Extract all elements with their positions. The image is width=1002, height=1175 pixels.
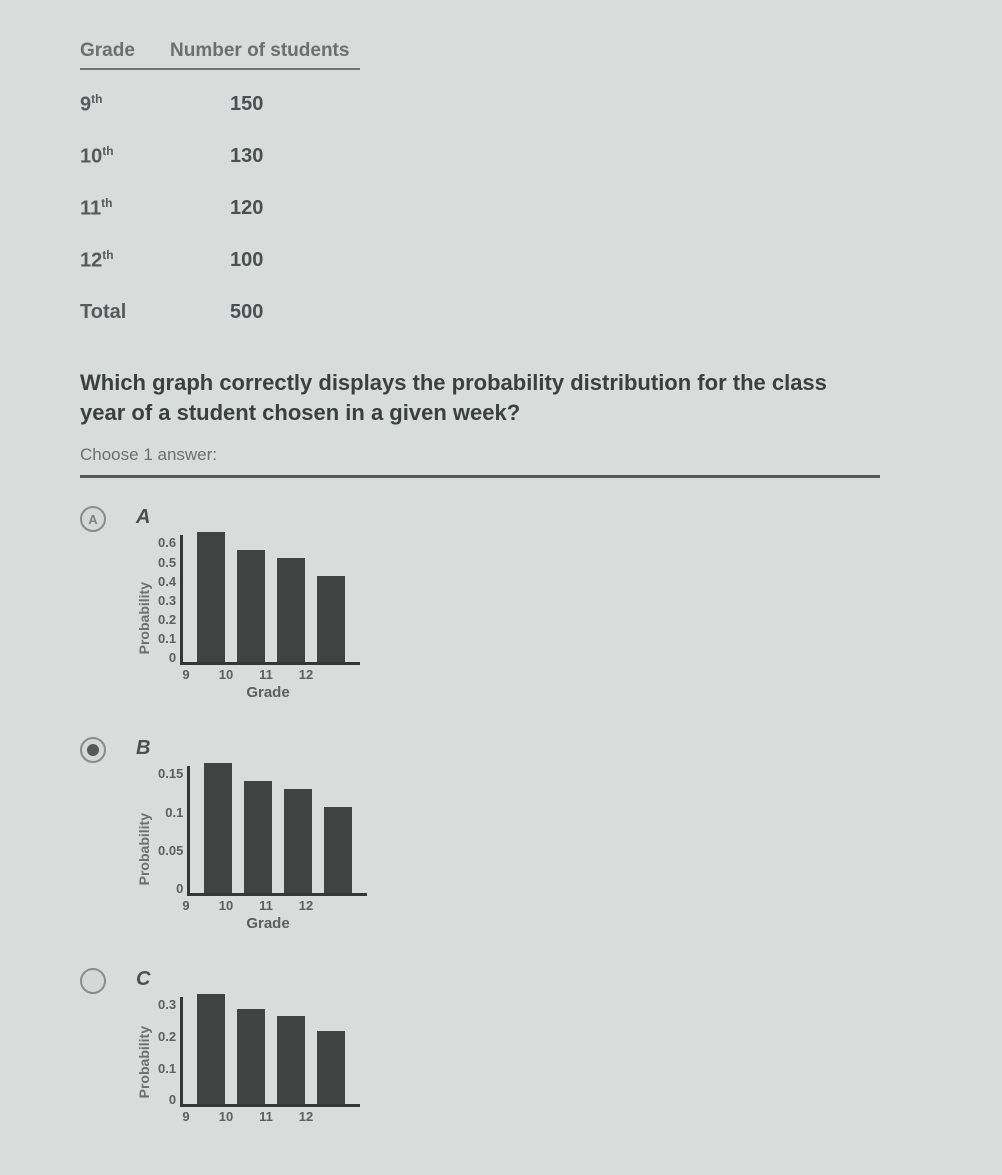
y-tick-label: 0.15 bbox=[158, 766, 183, 781]
bar bbox=[244, 781, 272, 894]
radio-a[interactable]: A bbox=[80, 506, 106, 532]
y-tick-label: 0.5 bbox=[158, 555, 176, 570]
x-tick-label: 11 bbox=[252, 667, 280, 682]
bar bbox=[204, 763, 232, 893]
x-tick-label: 12 bbox=[292, 667, 320, 682]
y-tick-label: 0 bbox=[176, 881, 183, 896]
y-ticks: 0.6 0.5 0.4 0.3 0.2 0.1 0 bbox=[158, 535, 180, 665]
y-axis-label: Probability bbox=[136, 813, 152, 885]
bar bbox=[317, 1031, 345, 1104]
answer-option-a[interactable]: A A Probability 0.6 0.5 0.4 0.3 0.2 0.1 0 9 10 1… bbox=[80, 506, 922, 701]
col-header-number: Number of students bbox=[170, 40, 349, 62]
cell-number: 130 bbox=[230, 145, 263, 168]
bar-plot bbox=[180, 535, 360, 665]
x-ticks: 9 10 11 12 bbox=[158, 667, 378, 682]
cell-grade: 12th bbox=[80, 248, 230, 273]
x-tick-label: 10 bbox=[212, 1109, 240, 1124]
bar bbox=[284, 789, 312, 893]
divider bbox=[80, 475, 880, 478]
y-tick-label: 0.1 bbox=[165, 805, 183, 820]
option-letter: C bbox=[136, 968, 378, 991]
table-header: Grade Number of students bbox=[80, 40, 360, 70]
bar bbox=[324, 807, 352, 894]
y-tick-label: 0 bbox=[169, 1092, 176, 1107]
choose-label: Choose 1 answer: bbox=[80, 445, 922, 465]
chart-a: Probability 0.60.50.40.30.20.10 9101112 … bbox=[136, 535, 378, 701]
cell-number: 150 bbox=[230, 93, 263, 116]
x-axis-label: Grade bbox=[158, 684, 378, 701]
x-tick-label: 12 bbox=[292, 898, 320, 913]
y-ticks: 0.15 0.1 0.05 0 bbox=[158, 766, 187, 896]
x-tick-label: 10 bbox=[212, 667, 240, 682]
y-tick-label: 0.2 bbox=[158, 1029, 176, 1044]
x-tick-label: 11 bbox=[252, 898, 280, 913]
x-ticks: 9 10 11 12 bbox=[158, 1109, 378, 1124]
bar bbox=[197, 532, 225, 662]
y-axis-label: Probability bbox=[136, 582, 152, 654]
y-ticks: 0.3 0.2 0.1 0 bbox=[158, 997, 180, 1107]
y-tick-label: 0 bbox=[169, 650, 176, 665]
x-tick-label: 10 bbox=[212, 898, 240, 913]
y-tick-label: 0.05 bbox=[158, 843, 183, 858]
answer-option-b[interactable]: B Probability 0.15 0.1 0.05 0 9 10 11 12 Grade bbox=[80, 737, 922, 932]
x-ticks: 9 10 11 12 bbox=[158, 898, 378, 913]
y-tick-label: 0.3 bbox=[158, 593, 176, 608]
bar bbox=[317, 576, 345, 663]
bar bbox=[197, 994, 225, 1104]
y-tick-label: 0.3 bbox=[158, 997, 176, 1012]
bar bbox=[277, 1016, 305, 1104]
y-tick-label: 0.1 bbox=[158, 631, 176, 646]
table-row: 10th 130 bbox=[80, 130, 922, 182]
answer-option-c[interactable]: C Probability 0.3 0.2 0.1 0 9 10 11 12 bbox=[80, 968, 922, 1126]
table-row: 11th 120 bbox=[80, 182, 922, 234]
table-row: Total 500 bbox=[80, 286, 922, 338]
chart-c: Probability 0.3 0.2 0.1 0 9 10 11 12 bbox=[136, 997, 378, 1126]
bar bbox=[277, 558, 305, 662]
table-row: 9th 150 bbox=[80, 78, 922, 130]
chart-b: Probability 0.15 0.1 0.05 0 9 10 11 12 Grade bbox=[136, 766, 378, 932]
bar bbox=[237, 1009, 265, 1104]
option-body: A Probability 0.6 0.5 0.4 0.3 0.2 0.1 0 9 10 11 1… bbox=[136, 506, 378, 701]
y-tick-label: 0.4 bbox=[158, 574, 176, 589]
bar bbox=[237, 550, 265, 663]
bar-plot bbox=[187, 766, 367, 896]
bar-plot bbox=[180, 997, 360, 1107]
cell-grade: Total bbox=[80, 301, 230, 324]
cell-number: 500 bbox=[230, 301, 263, 324]
y-tick-label: 0.1 bbox=[158, 1061, 176, 1076]
cell-number: 100 bbox=[230, 249, 263, 272]
y-tick-label: 0.6 bbox=[158, 535, 176, 550]
x-tick-label: 12 bbox=[292, 1109, 320, 1124]
x-tick-label: 9 bbox=[172, 1109, 200, 1124]
option-letter: A bbox=[136, 506, 378, 529]
cell-number: 120 bbox=[230, 197, 263, 220]
cell-grade: 9th bbox=[80, 92, 230, 117]
option-letter: B bbox=[136, 737, 378, 760]
table-row: 12th 100 bbox=[80, 234, 922, 286]
y-tick-label: 0.2 bbox=[158, 612, 176, 627]
question-text: Which graph correctly displays the proba… bbox=[80, 368, 840, 427]
student-table: Grade Number of students 9th 150 10th 13… bbox=[80, 40, 922, 338]
cell-grade: 11th bbox=[80, 196, 230, 221]
col-header-grade: Grade bbox=[80, 40, 170, 62]
option-body: C Probability 0.3 0.2 0.1 0 9 10 11 12 bbox=[136, 968, 378, 1126]
y-axis-label: Probability bbox=[136, 1026, 152, 1098]
option-body: B Probability 0.15 0.1 0.05 0 9 10 11 12 Grade bbox=[136, 737, 378, 932]
x-tick-label: 9 bbox=[172, 667, 200, 682]
radio-b[interactable] bbox=[80, 737, 106, 763]
cell-grade: 10th bbox=[80, 144, 230, 169]
x-axis-label: Grade bbox=[158, 915, 378, 932]
x-tick-label: 9 bbox=[172, 898, 200, 913]
radio-c[interactable] bbox=[80, 968, 106, 994]
x-tick-label: 11 bbox=[252, 1109, 280, 1124]
